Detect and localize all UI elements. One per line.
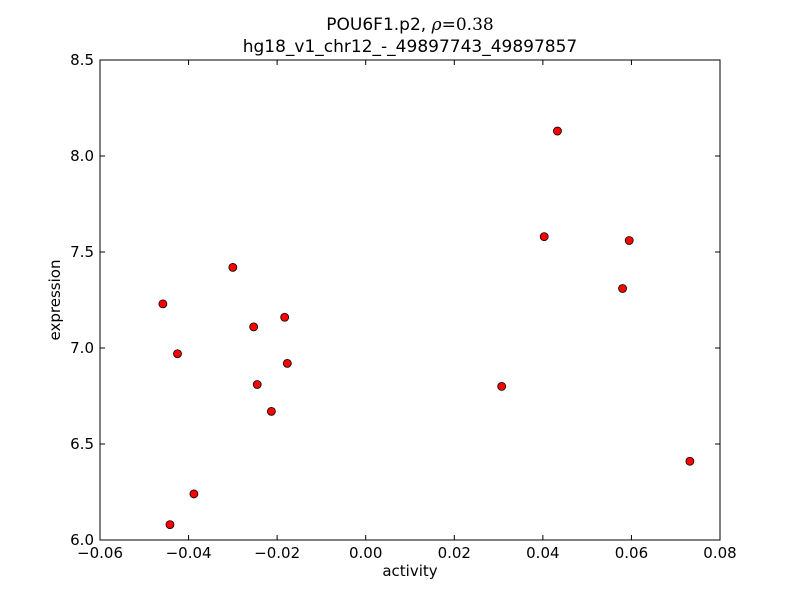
x-tick-label: −0.04: [166, 544, 212, 562]
data-point: [249, 322, 259, 332]
data-point: [685, 456, 695, 466]
axis-ticks: −0.06 −0.04 −0.02 0.00 0.02 0.04 0.06 0.08 6.0 6.…: [70, 51, 737, 562]
x-tick-label: 0.06: [615, 544, 648, 562]
data-point: [497, 381, 507, 391]
chart-title-line1: POU6F1.p2, ρ=0.38: [326, 15, 493, 35]
plot-background: [100, 60, 720, 540]
y-tick-label: 7.5: [70, 243, 94, 261]
plot-area: [100, 60, 720, 540]
data-point: [624, 236, 634, 245]
data-points: [158, 126, 695, 530]
chart-title-line2: hg18_v1_chr12_-_49897743_49897857: [243, 37, 578, 57]
data-point: [539, 232, 549, 242]
y-axis-label: expression: [46, 260, 64, 341]
x-tick-label: 0.00: [349, 544, 382, 562]
plot-frame: [99, 59, 721, 541]
data-point: [158, 299, 168, 309]
x-tick-label: 0.04: [526, 544, 559, 562]
data-point: [228, 262, 238, 272]
chart-title: POU6F1.p2, ρ=0.38 hg18_v1_chr12_-_498977…: [243, 15, 578, 57]
data-point: [266, 406, 276, 416]
data-point: [165, 520, 175, 530]
data-point: [252, 380, 262, 389]
x-tick-label: −0.06: [77, 544, 123, 562]
data-point: [280, 312, 290, 322]
y-tick-label: 8.5: [70, 51, 94, 69]
y-tick-label: 8.0: [70, 147, 94, 165]
data-point: [282, 358, 292, 368]
y-tick-label: 6.5: [70, 435, 94, 453]
y-tick-label: 7.0: [70, 339, 94, 357]
data-point: [553, 126, 562, 136]
x-tick-label: −0.02: [254, 544, 300, 562]
x-tick-label: 0.08: [703, 544, 736, 562]
x-tick-label: 0.02: [438, 544, 471, 562]
x-axis-label: activity: [382, 562, 437, 580]
data-point: [189, 489, 199, 499]
data-point: [618, 284, 627, 293]
data-point: [173, 349, 182, 359]
y-tick-label: 6.0: [70, 531, 94, 549]
